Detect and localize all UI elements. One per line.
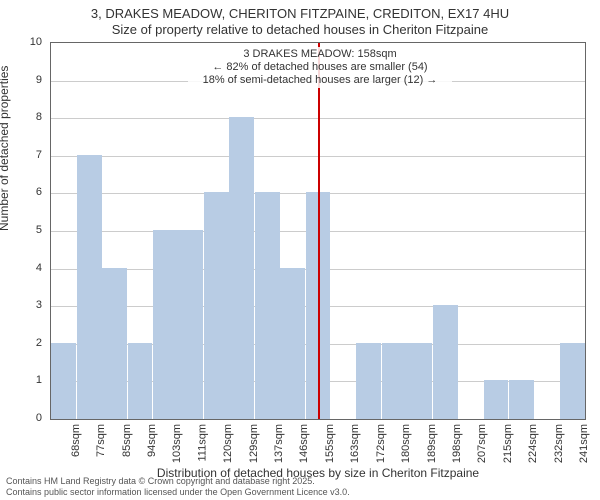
histogram-bar [255,192,280,419]
y-tick-label: 6 [36,186,42,198]
x-tick-label: 120sqm [222,424,234,463]
histogram-bar [178,230,203,419]
x-tick-label: 172sqm [375,424,387,463]
x-tick-label: 241sqm [578,424,590,463]
x-tick-label: 68sqm [70,424,82,457]
y-tick-label: 0 [36,412,42,424]
y-tick-label: 10 [30,36,42,48]
histogram-bar [407,343,432,419]
x-tick-label: 189sqm [426,424,438,463]
y-tick-label: 7 [36,149,42,161]
histogram-bar [153,230,178,419]
histogram-bar [484,380,509,419]
x-axis-labels: 68sqm 77sqm 85sqm 94sqm 103sqm 111sqm 120sqm 12… [50,422,586,472]
histogram-bar [356,343,381,419]
x-tick-label: 155sqm [324,424,336,463]
histogram-bar [51,343,76,419]
x-tick-label: 85sqm [121,424,133,457]
x-tick-label: 146sqm [299,424,311,463]
x-tick-label: 111sqm [197,424,209,462]
y-tick-label: 8 [36,111,42,123]
x-tick-label: 137sqm [273,424,285,463]
marker-line [318,43,320,419]
x-tick-label: 207sqm [477,424,489,463]
footer-attribution: Contains HM Land Registry data © Crown c… [6,476,350,498]
title-line-1: 3, DRAKES MEADOW, CHERITON FITZPAINE, CR… [0,6,600,22]
annotation-line: 3 DRAKES MEADOW: 158sqm [190,48,450,61]
y-tick-label: 5 [36,224,42,236]
y-tick-label: 3 [36,299,42,311]
y-tick-label: 9 [36,74,42,86]
annotation-line: 18% of semi-detached houses are larger (… [190,74,450,87]
x-tick-label: 232sqm [553,424,565,463]
histogram-bar [433,305,458,419]
x-tick-label: 198sqm [451,424,463,463]
x-tick-label: 215sqm [502,424,514,463]
x-tick-label: 103sqm [171,424,183,463]
x-tick-label: 94sqm [146,424,158,457]
histogram-bar [229,117,254,419]
histogram-bar [280,268,305,419]
x-tick-label: 224sqm [527,424,539,463]
plot-area: 3 DRAKES MEADOW: 158sqm← 82% of detached… [50,42,586,420]
histogram-bar [77,155,102,419]
chart-title: 3, DRAKES MEADOW, CHERITON FITZPAINE, CR… [0,6,600,38]
histogram-bar [128,343,153,419]
histogram-bar [204,192,229,419]
histogram-bar [382,343,407,419]
footer-line-1: Contains HM Land Registry data © Crown c… [6,476,350,487]
y-tick-label: 2 [36,337,42,349]
y-axis-labels: 012345678910 [0,42,46,420]
title-line-2: Size of property relative to detached ho… [0,22,600,38]
footer-line-2: Contains public sector information licen… [6,487,350,498]
marker-annotation: 3 DRAKES MEADOW: 158sqm← 82% of detached… [188,47,452,88]
x-tick-label: 163sqm [349,424,361,463]
x-tick-label: 77sqm [95,424,107,457]
x-tick-label: 180sqm [400,424,412,463]
y-tick-label: 4 [36,262,42,274]
chart-container: 3, DRAKES MEADOW, CHERITON FITZPAINE, CR… [0,0,600,500]
histogram-bar [509,380,534,419]
histogram-bar [560,343,585,419]
annotation-line: ← 82% of detached houses are smaller (54… [190,61,450,74]
histogram-bar [102,268,127,419]
x-tick-label: 129sqm [248,424,260,463]
y-tick-label: 1 [36,374,42,386]
